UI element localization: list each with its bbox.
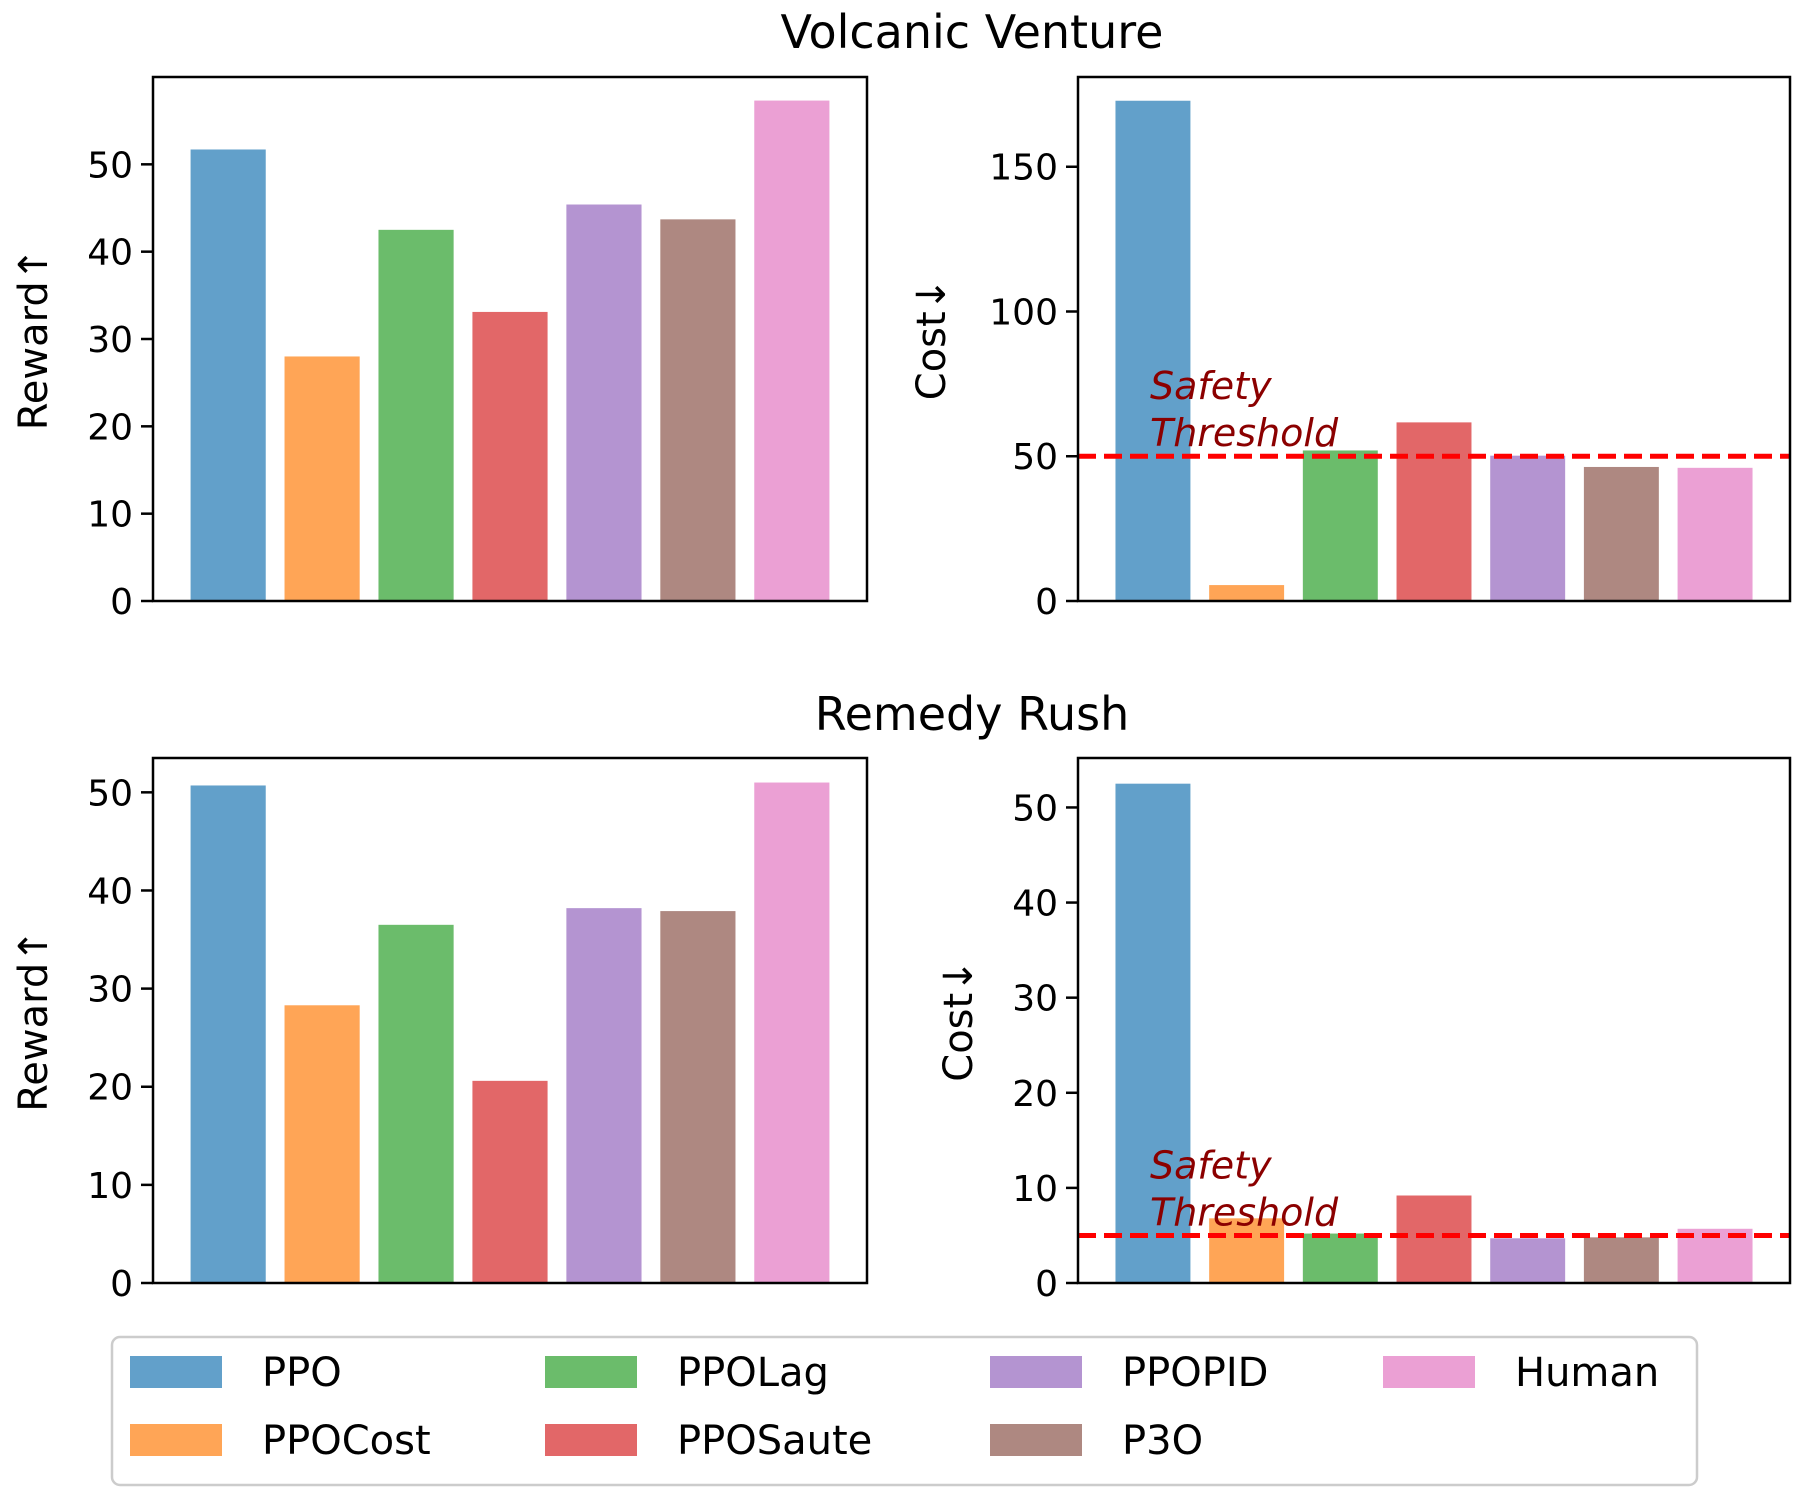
remedy-cost-axes-frame	[1076, 756, 1792, 1285]
remedy-reward-panel: 0 10 20 30 40 50 Reward↑	[11, 756, 869, 1305]
volcanic-cost-bar-ppo	[1115, 100, 1191, 601]
volcanic-reward-bar-ppo	[190, 149, 266, 601]
volcanic-cost-bar-pposaute	[1396, 422, 1472, 601]
remedy-reward-bar-human	[754, 782, 830, 1283]
remedy-reward-ytick-label: 40	[87, 871, 133, 912]
remedy-reward-ytick-label: 50	[87, 773, 133, 814]
remedy-cost-ytick-label: 30	[1012, 979, 1058, 1020]
volcanic-cost-threshold-label-line1: Safety	[1150, 364, 1272, 408]
legend-label-pposaute: PPOSaute	[677, 1418, 872, 1464]
remedy-reward-bar-p3o	[660, 911, 736, 1283]
legend-label-human: Human	[1515, 1350, 1659, 1396]
remedy-reward-ytick-label: 20	[87, 1068, 133, 1109]
remedy-reward-ylabel: Reward↑	[11, 929, 57, 1111]
remedy-reward-bar-ppolag	[378, 924, 454, 1283]
volcanic-cost-ylabel: Cost↓	[909, 278, 955, 400]
remedy-reward-axes-frame	[151, 756, 869, 1285]
volcanic-cost-threshold-label-line2: Threshold	[1150, 411, 1339, 455]
legend-box	[110, 1335, 1699, 1487]
remedy-cost-bar-p3o	[1583, 1237, 1659, 1283]
volcanic-cost-ytick-label: 150	[989, 148, 1058, 189]
volcanic-reward-ytick-label: 50	[87, 145, 133, 186]
remedy-cost-bar-ppopid	[1490, 1238, 1566, 1283]
remedy-cost-bar-ppo	[1115, 783, 1191, 1283]
remedy-cost-ytick-label: 40	[1012, 884, 1058, 925]
volcanic-cost-bar-ppopid	[1490, 455, 1566, 601]
remedy-cost-ytick-label: 10	[1012, 1169, 1058, 1210]
legend-label-ppo: PPO	[262, 1350, 342, 1396]
remedy-reward-bar-ppo	[190, 785, 266, 1283]
remedy-cost-threshold-label-line1: Safety	[1150, 1143, 1272, 1187]
legend-swatch-pposaute	[545, 1424, 637, 1456]
volcanic-reward-ytick-label: 30	[87, 320, 133, 361]
volcanic-cost-bar-ppocost	[1209, 585, 1285, 601]
legend-label-ppopid: PPOPID	[1122, 1350, 1268, 1396]
volcanic-reward-ylabel: Reward↑	[11, 248, 57, 430]
volcanic-reward-ytick-label: 10	[87, 495, 133, 536]
remedy-cost-ylabel: Cost↓	[936, 959, 982, 1081]
volcanic-reward-bar-ppolag	[378, 229, 454, 602]
legend-swatch-ppocost	[130, 1424, 222, 1456]
volcanic-reward-bar-human	[754, 100, 830, 601]
top-row-title: Volcanic Venture	[781, 5, 1164, 59]
remedy-reward-ytick-label: 0	[110, 1264, 133, 1305]
volcanic-reward-bar-pposaute	[472, 311, 548, 601]
remedy-cost-ytick-label: 20	[1012, 1074, 1058, 1115]
remedy-cost-threshold-label-line2: Threshold	[1150, 1190, 1339, 1234]
volcanic-reward-panel: 0 10 20 30 40 50 Reward↑	[11, 75, 869, 623]
legend-label-ppocost: PPOCost	[262, 1418, 431, 1464]
remedy-cost-ytick-label: 0	[1035, 1264, 1058, 1305]
volcanic-reward-bar-p3o	[660, 219, 736, 601]
remedy-cost-bar-pposaute	[1396, 1195, 1472, 1283]
remedy-reward-bar-ppocost	[284, 1005, 360, 1283]
legend-label-ppolag: PPOLag	[677, 1350, 829, 1396]
legend-swatch-p3o	[990, 1424, 1082, 1456]
volcanic-cost-ytick-label: 0	[1035, 582, 1058, 623]
remedy-reward-ytick-label: 30	[87, 970, 133, 1011]
legend: PPO PPOCost PPOLag PPOSaute PPOPID P3O Human	[110, 1335, 1699, 1487]
legend-label-p3o: P3O	[1122, 1418, 1203, 1464]
volcanic-reward-ytick-label: 40	[87, 233, 133, 274]
volcanic-reward-bar-ppopid	[566, 204, 642, 602]
remedy-reward-bar-ppopid	[566, 908, 642, 1283]
legend-swatch-ppolag	[545, 1356, 637, 1388]
remedy-reward-bar-pposaute	[472, 1080, 548, 1283]
volcanic-cost-axes-frame	[1076, 75, 1792, 603]
volcanic-cost-bar-ppolag	[1302, 450, 1378, 601]
remedy-cost-ytick-label: 50	[1012, 788, 1058, 829]
volcanic-cost-ytick-label: 50	[1012, 437, 1058, 478]
remedy-reward-ytick-label: 10	[87, 1166, 133, 1207]
volcanic-reward-ytick-label: 20	[87, 407, 133, 448]
volcanic-cost-ytick-label: 100	[989, 292, 1058, 333]
legend-swatch-human	[1383, 1356, 1475, 1388]
legend-swatch-ppo	[130, 1356, 222, 1388]
remedy-cost-bar-ppocost	[1209, 1218, 1285, 1283]
volcanic-cost-bar-p3o	[1583, 466, 1659, 601]
volcanic-cost-bar-human	[1677, 467, 1753, 601]
bottom-row-title: Remedy Rush	[815, 687, 1130, 741]
volcanic-reward-ytick-label: 0	[110, 582, 133, 623]
legend-swatch-ppopid	[990, 1356, 1082, 1388]
remedy-cost-bar-ppolag	[1302, 1233, 1378, 1283]
volcanic-reward-bar-ppocost	[284, 356, 360, 601]
